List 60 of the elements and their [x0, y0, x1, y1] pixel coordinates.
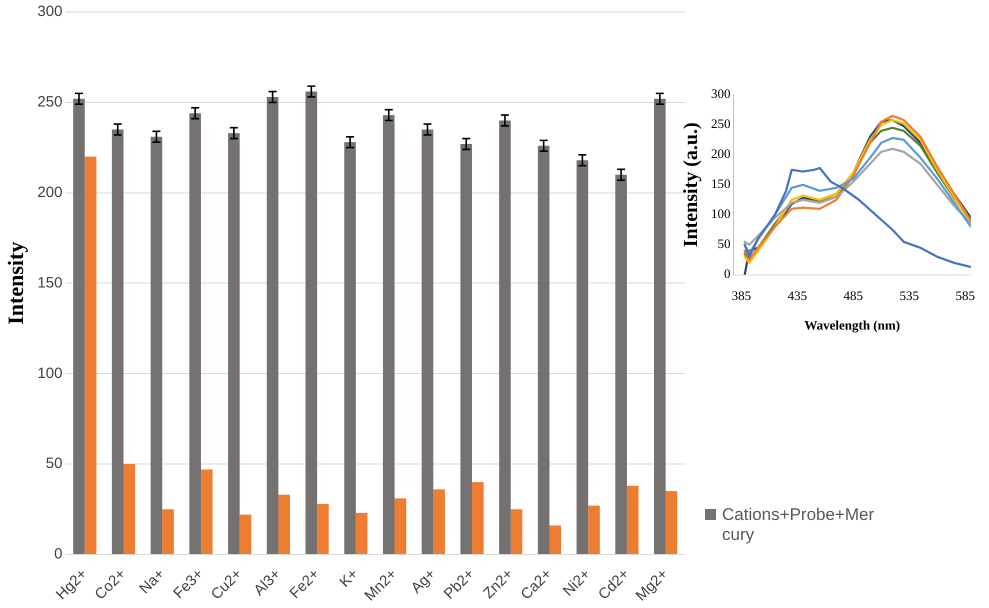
bar: [344, 142, 356, 554]
y-tick-label: 150: [711, 176, 730, 192]
bar: [538, 146, 550, 554]
x-tick-label: 385: [732, 288, 752, 304]
y-tick-label: 250: [711, 116, 730, 132]
x-tick-label: 485: [844, 288, 864, 304]
y-tick-label: 0: [54, 546, 62, 563]
x-tick-label: 585: [956, 288, 975, 304]
x-tick-label: 535: [900, 288, 920, 304]
bar: [422, 130, 434, 554]
x-tick-label: Na+: [136, 565, 168, 598]
bar: [266, 96, 278, 554]
bar: [162, 509, 174, 554]
y-tick-label: 250: [37, 94, 62, 111]
bar: [228, 133, 240, 554]
y-tick-label: 50: [718, 236, 730, 252]
bar: [306, 92, 318, 554]
bar: [499, 120, 511, 554]
bar: [84, 156, 96, 554]
bar: [278, 494, 290, 554]
y-tick-label: 200: [37, 184, 62, 201]
y-tick-label: 0: [724, 266, 730, 282]
x-tick-label: Ni2+: [560, 565, 594, 600]
bar: [654, 98, 666, 554]
bar: [124, 464, 136, 554]
bar: [460, 144, 472, 554]
legend-label: Cations+Probe+Mercury: [722, 505, 876, 545]
bar: [382, 115, 395, 554]
bar: [576, 160, 588, 554]
bar: [394, 498, 406, 554]
bar: [200, 469, 213, 554]
bar: [112, 130, 124, 554]
y-tick-label: 100: [37, 364, 62, 382]
y-tick-label: 300: [711, 86, 730, 102]
x-tick-label: K+: [336, 565, 362, 591]
y-tick-label: 150: [37, 274, 62, 292]
bar: [356, 512, 368, 554]
x-tick-label: Ag+: [408, 565, 440, 597]
bar: [472, 482, 484, 554]
bar: [317, 504, 329, 554]
bar: [615, 174, 627, 554]
bar: [150, 136, 162, 554]
y-tick-label: 200: [711, 146, 730, 162]
x-axis-title: Wavelength (nm): [804, 318, 900, 333]
y-tick-label: 50: [46, 455, 62, 472]
bar: [510, 509, 522, 554]
bar: [588, 506, 600, 554]
x-tick-label: 435: [788, 288, 808, 304]
y-axis-title: Intensity: [2, 242, 28, 325]
bar: [73, 98, 85, 554]
bar: [189, 113, 201, 554]
bar: [626, 486, 639, 554]
bar: [433, 489, 445, 554]
bar: [549, 526, 562, 554]
x-tick-label: Al3+: [250, 565, 284, 600]
bar: [666, 491, 678, 554]
bar: [240, 514, 252, 554]
y-tick-label: 100: [711, 206, 730, 222]
y-axis-title: Intensity (a.u.): [680, 122, 702, 248]
y-tick-label: 300: [37, 3, 62, 20]
